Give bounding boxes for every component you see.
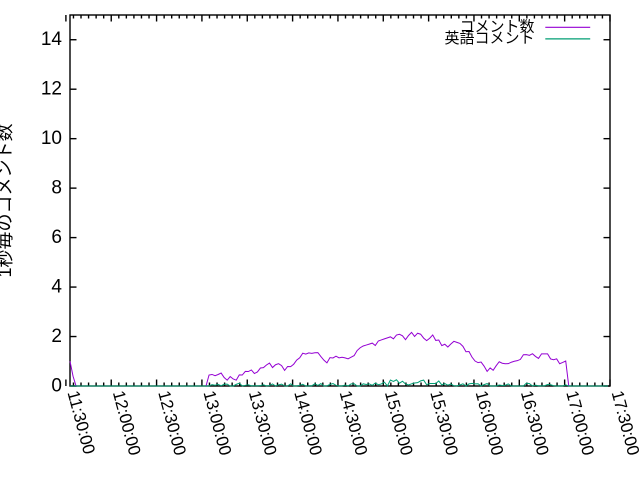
svg-text:6: 6 — [51, 227, 62, 248]
svg-text:1秒毎のコメント数: 1秒毎のコメント数 — [0, 123, 15, 277]
svg-text:12: 12 — [41, 79, 62, 100]
svg-text:10: 10 — [41, 128, 62, 149]
svg-text:14: 14 — [41, 29, 63, 50]
svg-text:2: 2 — [51, 326, 62, 347]
svg-text:0: 0 — [51, 376, 62, 397]
svg-text:4: 4 — [51, 277, 62, 298]
svg-text:英語コメント: 英語コメント — [444, 29, 534, 47]
svg-text:8: 8 — [51, 178, 62, 199]
